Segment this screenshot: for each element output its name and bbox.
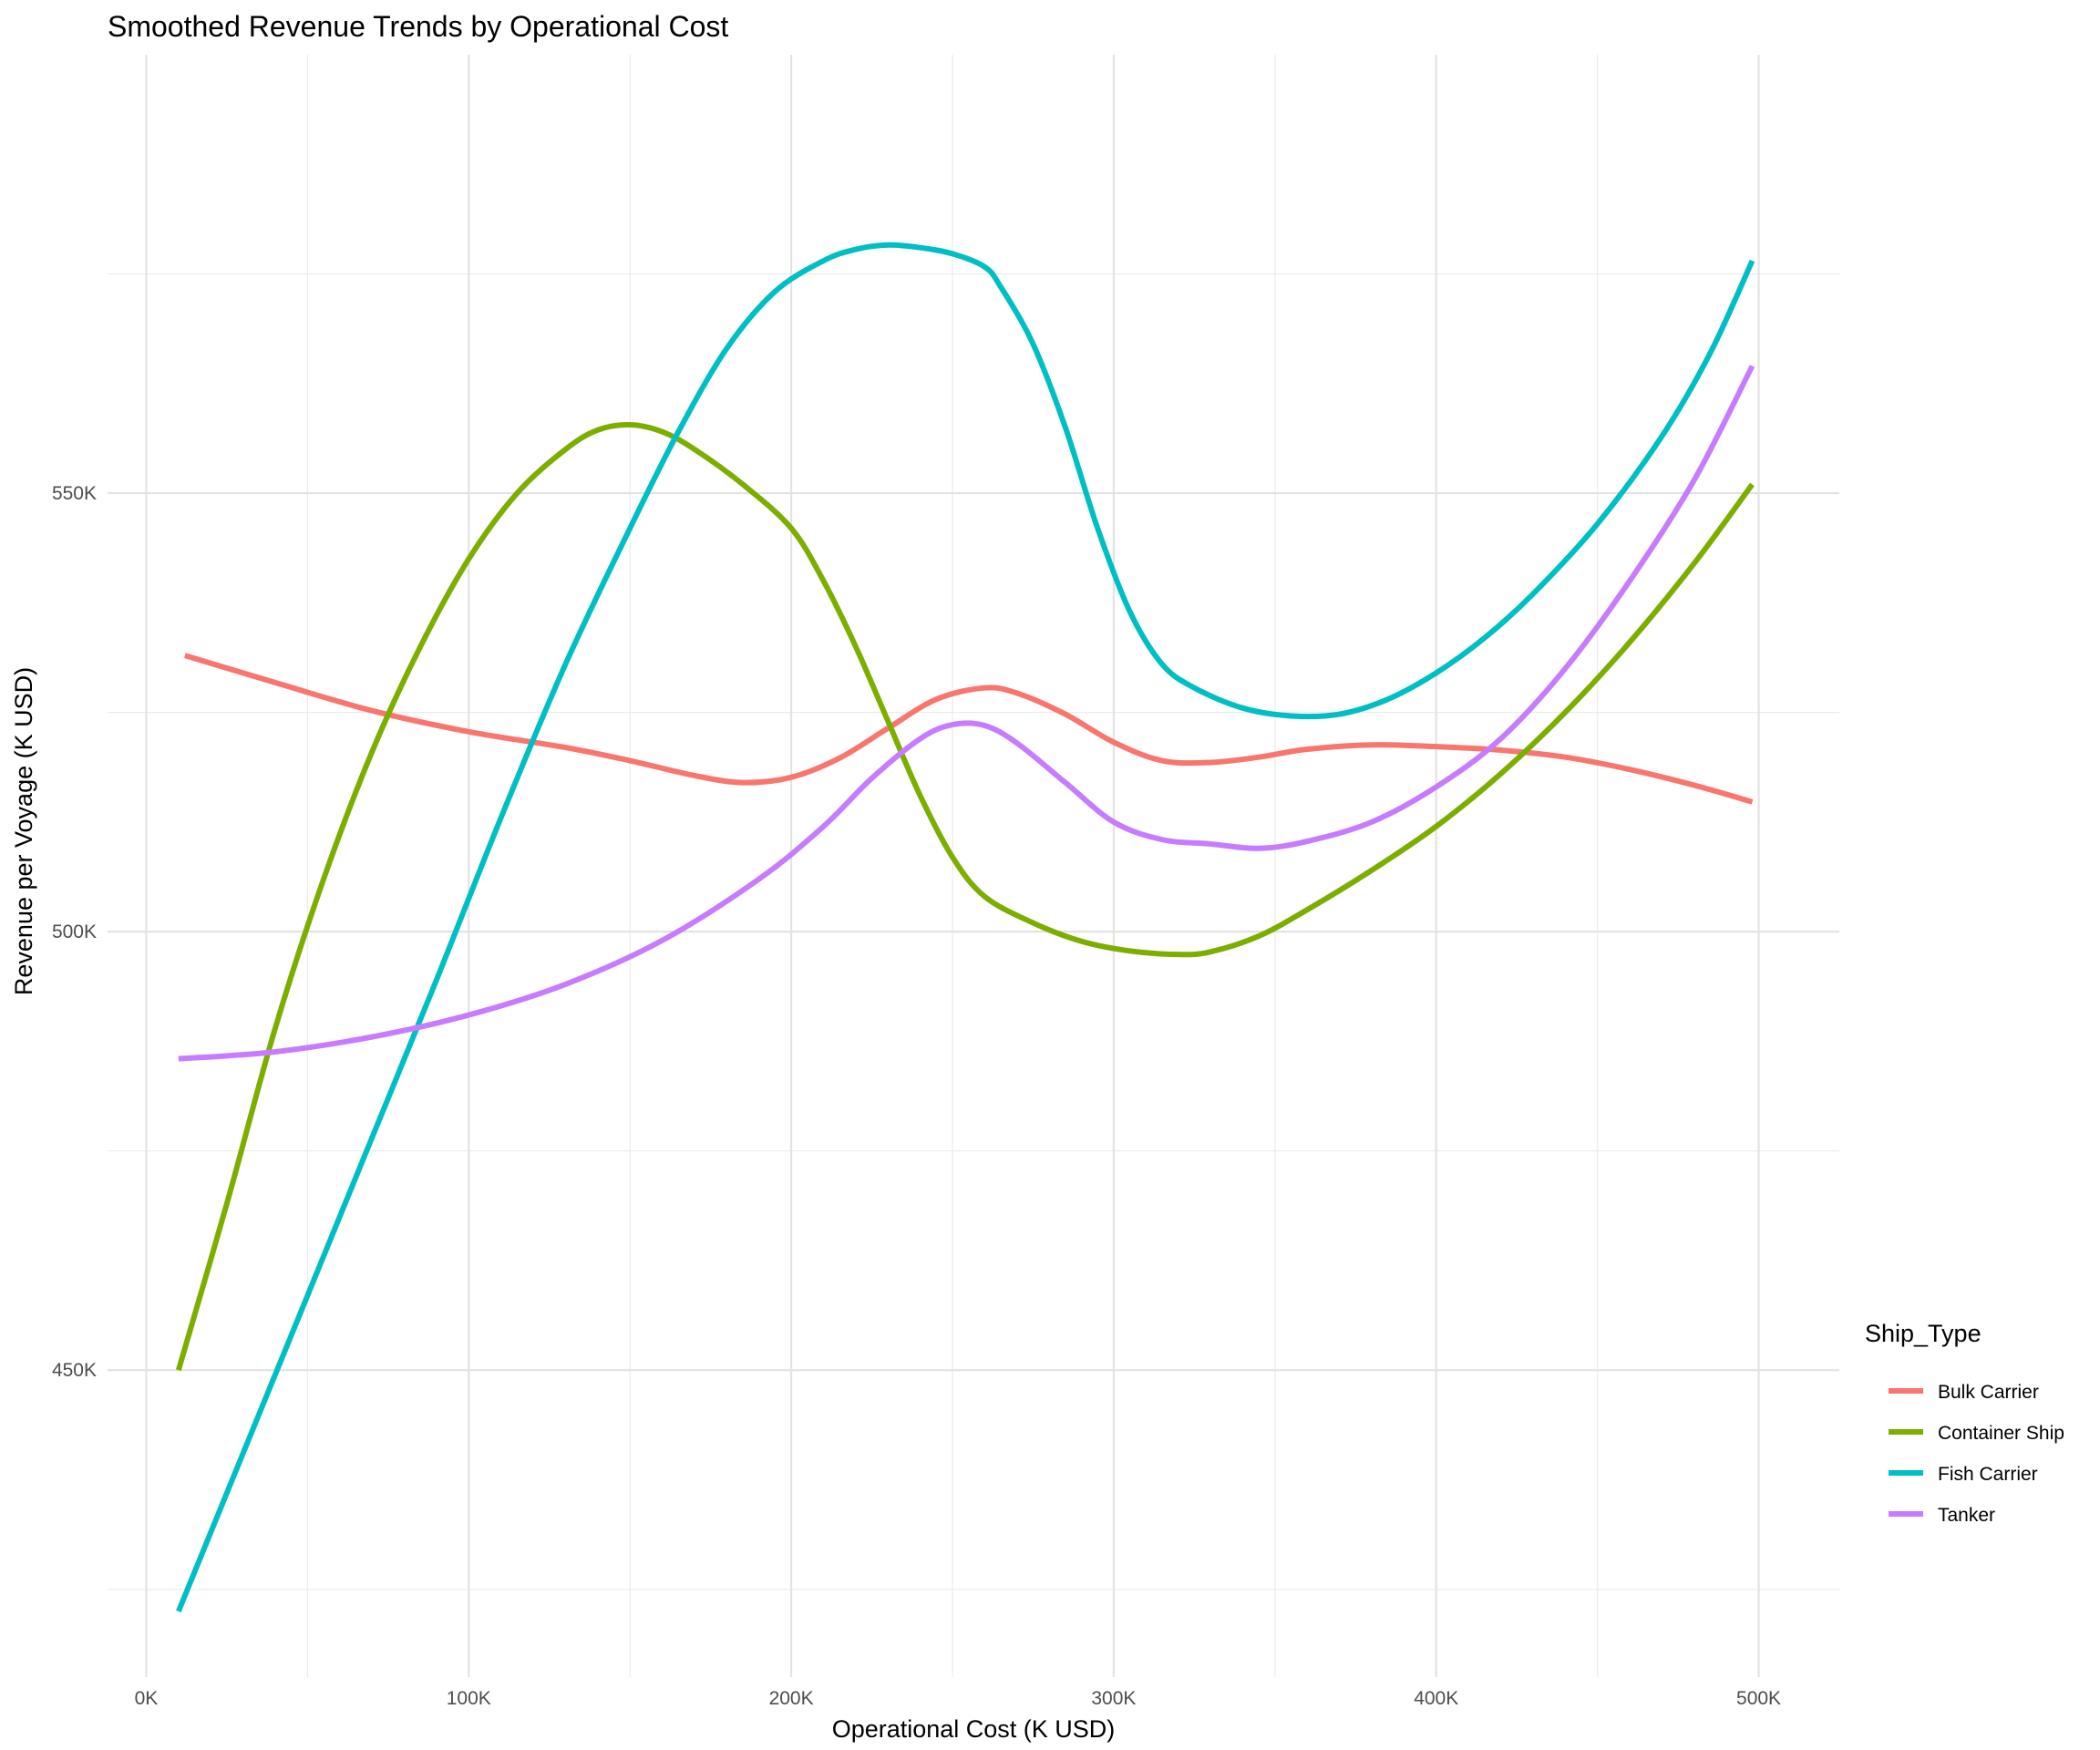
legend-label-tanker: Tanker <box>1938 1505 1995 1526</box>
series-line-fish-carrier <box>176 242 1755 1612</box>
x-tick-label: 0K <box>135 1688 159 1709</box>
y-axis-title: Revenue per Voyage (K USD) <box>10 667 37 995</box>
y-tick-label: 450K <box>52 1360 97 1381</box>
x-axis-title: Operational Cost (K USD) <box>832 1715 1116 1743</box>
series-lines <box>175 242 1755 1612</box>
x-tick-label: 300K <box>1091 1688 1136 1709</box>
x-tick-label: 500K <box>1736 1688 1781 1709</box>
legend-label-fish-carrier: Fish Carrier <box>1938 1464 2038 1485</box>
chart-title: Smoothed Revenue Trends by Operational C… <box>108 10 728 43</box>
series-line-tanker <box>178 365 1755 1062</box>
series-line-bulk-carrier <box>184 653 1754 805</box>
y-tick-label: 550K <box>52 483 97 504</box>
legend-label-container-ship: Container Ship <box>1938 1423 2064 1444</box>
x-tick-label: 200K <box>769 1688 814 1709</box>
x-tick-label: 400K <box>1414 1688 1458 1709</box>
y-axis-ticks: 450K 500K 550K <box>52 483 97 1381</box>
grid <box>108 55 1839 1677</box>
x-axis-ticks: 0K 100K 200K 300K 400K 500K <box>135 1688 1781 1709</box>
y-tick-label: 500K <box>52 921 97 942</box>
legend-items: Bulk Carrier Container Ship Fish Carrier Ta… <box>1889 1382 2064 1526</box>
legend-label-bulk-carrier: Bulk Carrier <box>1938 1382 2039 1403</box>
legend-title: Ship_Type <box>1865 1320 1982 1347</box>
legend: Ship_Type Bulk Carrier Container Ship Fish… <box>1865 1320 2064 1526</box>
x-tick-label: 100K <box>447 1688 491 1709</box>
series-line-container-ship <box>175 422 1755 1372</box>
